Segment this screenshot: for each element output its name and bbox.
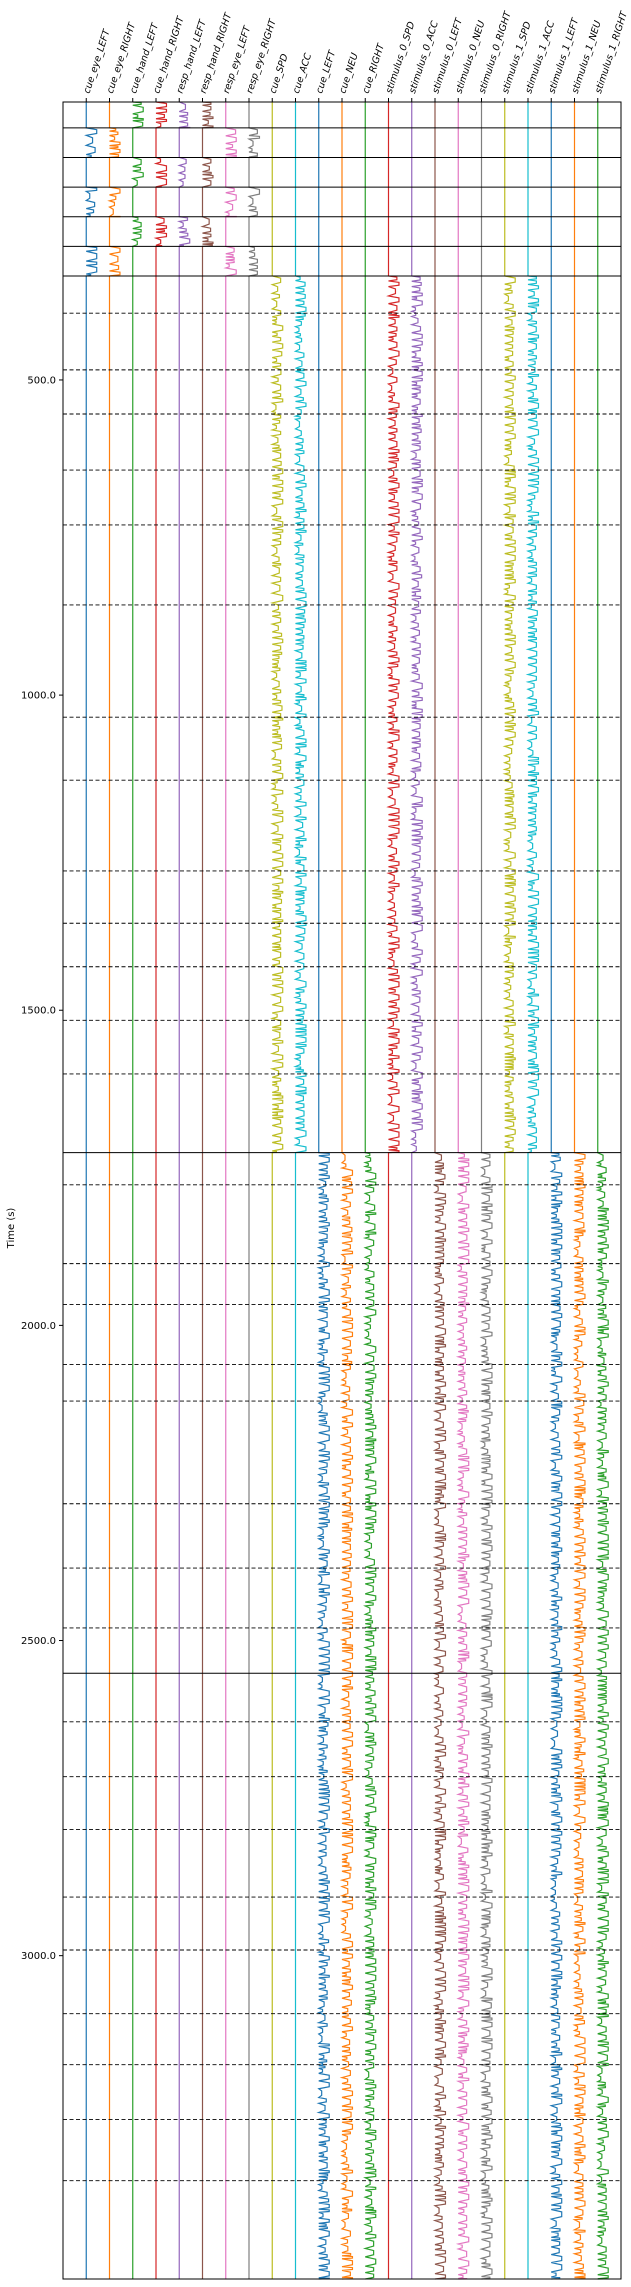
series-line-cue_LEFT	[316, 102, 330, 2280]
series-line-stimulus_0_RIGHT	[479, 102, 493, 2280]
series-line-cue_NEU	[339, 102, 354, 2280]
series-line-resp_eye_LEFT	[223, 102, 237, 2279]
series-cue_ACC	[293, 102, 307, 2279]
series-resp_hand_LEFT	[176, 101, 191, 2279]
series-resp_hand_RIGHT	[200, 101, 214, 2279]
series-stimulus_1_LEFT	[548, 102, 563, 2280]
series-line-cue_hand_RIGHT	[153, 101, 168, 2279]
series-line-cue_ACC	[293, 102, 307, 2279]
series-resp_eye_RIGHT	[246, 102, 261, 2279]
y-tick-label: 2500.0	[21, 1636, 56, 1647]
series-cue_SPD	[269, 102, 284, 2279]
series-stimulus_1_ACC	[525, 102, 540, 2279]
y-tick-label: 1000.0	[21, 691, 56, 702]
series-line-cue_eye_RIGHT	[107, 102, 121, 2279]
series-stimulus_0_RIGHT	[479, 102, 493, 2280]
y-tick-label: 3000.0	[21, 1951, 56, 1962]
series-stimulus_1_NEU	[572, 102, 586, 2280]
series-line-cue_eye_LEFT	[84, 102, 98, 2279]
series-line-stimulus_0_NEU	[455, 102, 470, 2280]
series-stimulus_0_SPD	[386, 102, 400, 2279]
series-cue_eye_RIGHT	[107, 102, 121, 2279]
series-line-cue_RIGHT	[362, 102, 377, 2280]
series-cue_hand_LEFT	[130, 101, 144, 2279]
column-label-cue_ACC: cue_ACC	[291, 52, 314, 95]
y-tick-label: 500.0	[27, 375, 56, 386]
y-axis-ticks: 500.0 1000.0 1500.0 2000.0 2500.0 3000.0	[21, 375, 63, 1962]
series-cue_hand_RIGHT	[153, 101, 168, 2279]
column-label-cue_RIGHT: cue_RIGHT	[361, 41, 388, 95]
series-stimulus_0_LEFT	[432, 102, 447, 2280]
series-stimulus_1_RIGHT	[595, 102, 609, 2280]
series-cue_RIGHT	[362, 102, 377, 2280]
series-line-cue_SPD	[269, 102, 284, 2279]
series-columns	[84, 101, 609, 2280]
series-line-resp_eye_RIGHT	[246, 102, 261, 2279]
series-line-stimulus_1_LEFT	[548, 102, 563, 2280]
column-label-cue_NEU: cue_NEU	[337, 52, 360, 95]
series-line-resp_hand_RIGHT	[200, 101, 214, 2279]
series-cue_NEU	[339, 102, 354, 2280]
series-line-cue_hand_LEFT	[130, 101, 144, 2279]
series-stimulus_1_SPD	[502, 102, 516, 2279]
series-line-stimulus_1_RIGHT	[595, 102, 609, 2280]
series-resp_eye_LEFT	[223, 102, 237, 2279]
column-labels: cue_eye_LEFTcue_eye_RIGHTcue_hand_LEFTcu…	[82, 9, 630, 102]
series-stimulus_0_NEU	[455, 102, 470, 2280]
series-line-stimulus_0_LEFT	[432, 102, 447, 2280]
block-separators	[63, 127, 621, 2182]
column-label-cue_SPD: cue_SPD	[268, 53, 291, 95]
series-line-stimulus_1_SPD	[502, 102, 516, 2279]
y-tick-label: 2000.0	[21, 1321, 56, 1332]
column-label-cue_LEFT: cue_LEFT	[314, 48, 339, 95]
series-line-stimulus_0_ACC	[409, 102, 423, 2279]
series-line-stimulus_0_SPD	[386, 102, 400, 2279]
series-line-stimulus_1_ACC	[525, 102, 540, 2279]
y-axis-label: Time (s)	[6, 1208, 17, 1250]
series-stimulus_0_ACC	[409, 102, 423, 2279]
series-cue_eye_LEFT	[84, 102, 98, 2279]
series-cue_LEFT	[316, 102, 330, 2280]
series-line-resp_hand_LEFT	[176, 101, 191, 2279]
series-line-stimulus_1_NEU	[572, 102, 586, 2280]
y-tick-label: 1500.0	[21, 1006, 56, 1017]
